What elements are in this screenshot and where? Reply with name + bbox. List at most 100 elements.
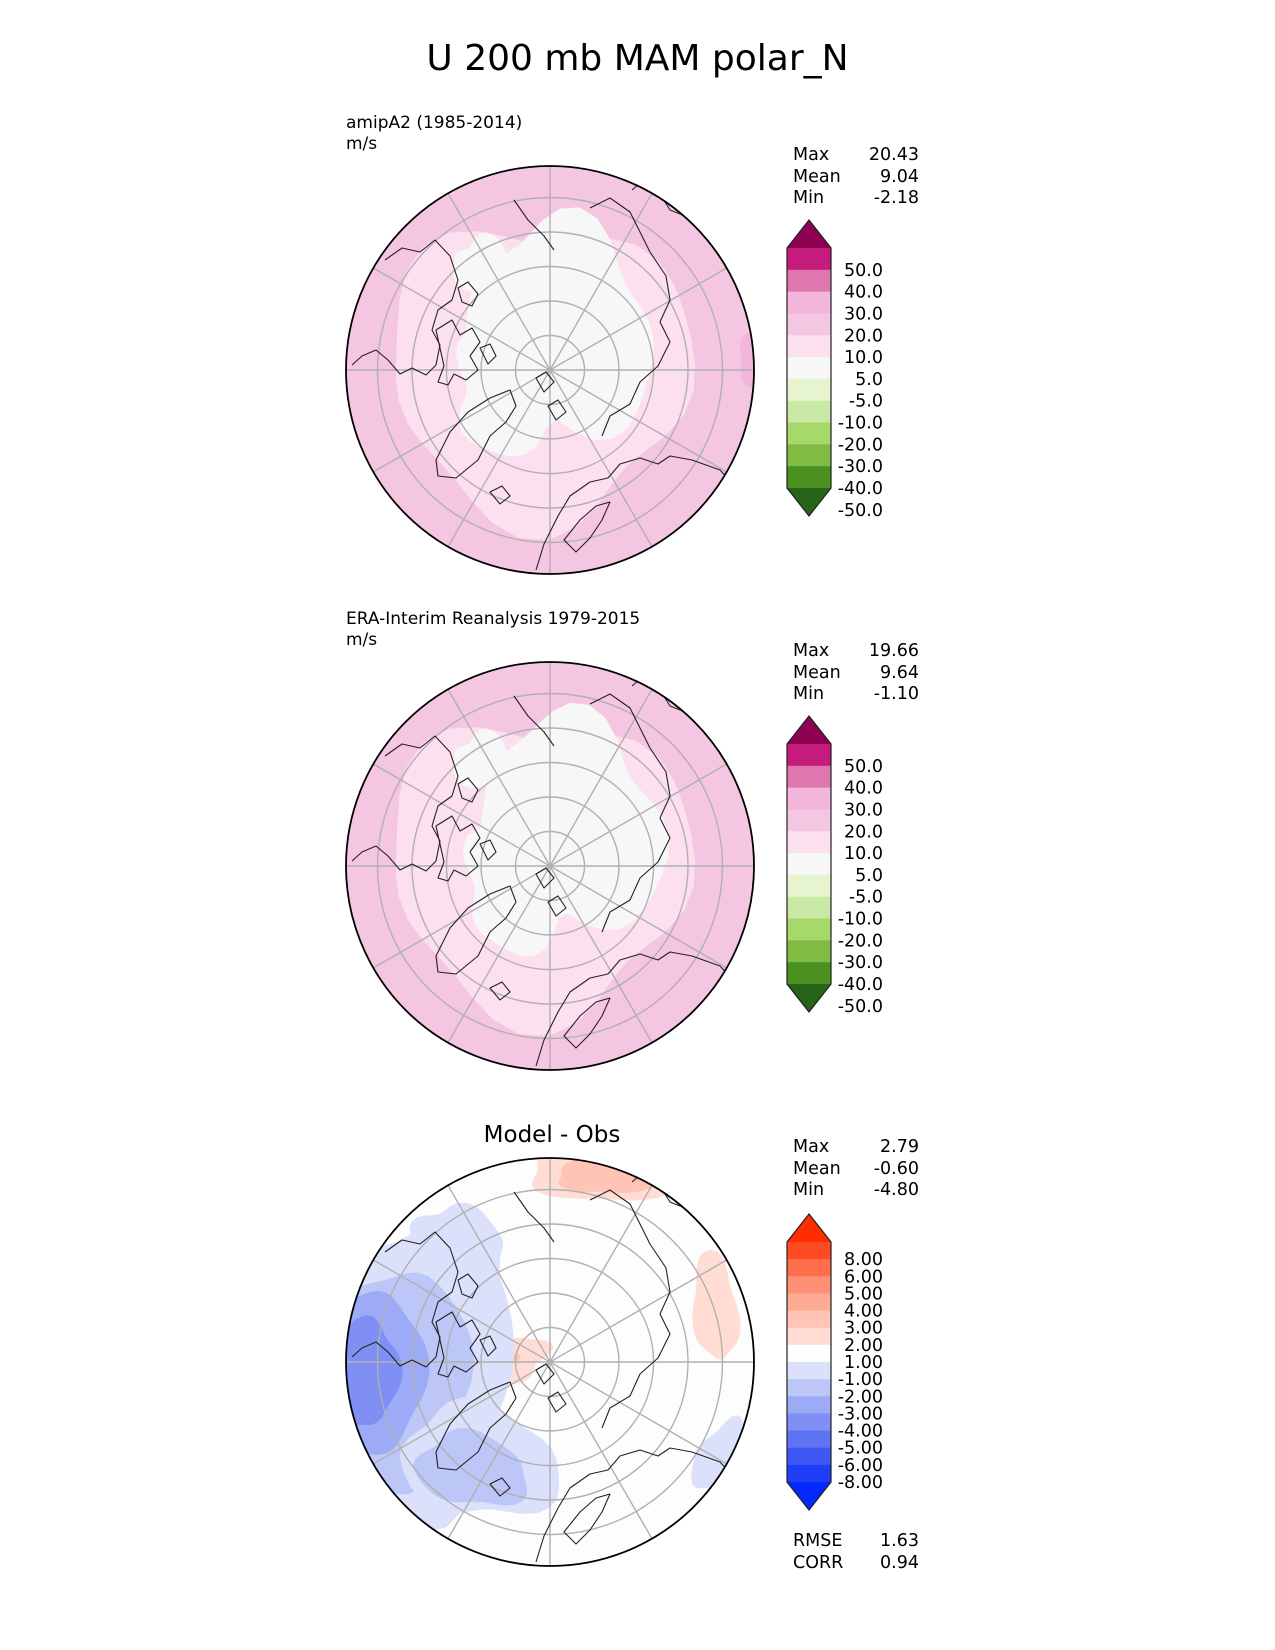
panel3-stat-rmse: RMSE 1.63 — [793, 1531, 919, 1551]
panel1-colorbar-tick-label: -40.0 — [838, 479, 883, 499]
field-contour — [409, 1202, 503, 1283]
panel2-colorbar-tick-label: 30.0 — [844, 800, 883, 820]
panel2-stat-min: Min -1.10 — [793, 684, 919, 704]
coastline-siberia — [589, 197, 671, 437]
coastline-svalbard — [535, 867, 555, 889]
panel2-colorbar-tick-label: 5.0 — [855, 866, 883, 886]
panel2-colorbar-swatch — [787, 744, 831, 767]
field-contour — [462, 827, 599, 957]
panel3-colorbar-swatch — [787, 1379, 831, 1397]
panel1-colorbar-swatch — [787, 400, 831, 424]
panel3-colorbar-swatch — [787, 1362, 831, 1380]
panel1-stat-max: Max 20.43 — [793, 145, 919, 165]
panel1-title: amipA2 (1985-2014) m/s — [346, 113, 522, 155]
panel1-stats: Max 20.43 Mean 9.04 Min -2.18 — [793, 145, 919, 210]
panel3-colorbar-extend-top — [787, 1214, 831, 1242]
panel3-polar-map — [345, 1157, 755, 1567]
panel3-colorbar-tick-label: 4.00 — [844, 1302, 883, 1322]
panel3-colorbar-tick-label: 1.00 — [844, 1353, 883, 1373]
coastline-greenland — [435, 389, 517, 479]
panel3-stat-max: Max 2.79 — [793, 1137, 919, 1157]
panel1-colorbar-tick-label: 5.0 — [855, 370, 883, 390]
panel3-stat-corr: CORR 0.94 — [793, 1552, 919, 1573]
coastline-svalbard — [535, 1363, 555, 1385]
panel3-colorbar-tick-label: -8.00 — [838, 1473, 883, 1493]
panel3-stat-min: Min -4.80 — [793, 1180, 919, 1200]
panel2-title: ERA-Interim Reanalysis 1979-2015 m/s — [346, 609, 640, 651]
field-contour — [346, 1315, 403, 1425]
panel3-colorbar-tick-label: -6.00 — [838, 1456, 883, 1476]
coastline-greenland — [435, 1381, 517, 1471]
coastline-franz-josef — [547, 895, 567, 917]
panel1-colorbar-extend-bottom — [787, 488, 831, 516]
panel3-colorbar-tick-label: -5.00 — [838, 1439, 883, 1459]
panel1-colorbar-tick-label: -5.0 — [849, 392, 883, 412]
panel3-colorbar-tick-label: 6.00 — [844, 1267, 883, 1287]
panel3-colorbar-swatch — [787, 1396, 831, 1414]
coastline-island — [479, 343, 497, 365]
panel1-colorbar-swatch — [787, 357, 831, 380]
panel3-colorbar-swatch — [787, 1327, 831, 1346]
coastline-franz-josef — [547, 1391, 567, 1413]
panel3-colorbar-swatch — [787, 1310, 831, 1329]
panel3-colorbar-tick-label: -2.00 — [838, 1387, 883, 1407]
coastline-alaska — [513, 1191, 555, 1243]
coastline-north-america — [351, 1231, 459, 1368]
coastline-svalbard — [535, 371, 555, 393]
panel2-colorbar-swatch — [787, 787, 831, 810]
meridian-line — [372, 267, 728, 473]
panel3-map-field — [346, 1158, 754, 1566]
panel1-stat-min: Min -2.18 — [793, 188, 919, 208]
panel1-map-boundary — [345, 165, 755, 575]
panel3-colorbar-swatch — [787, 1447, 831, 1466]
coastline-iceland — [489, 981, 511, 1001]
panel1-colorbar-tick-label: 30.0 — [844, 304, 883, 324]
panel1-colorbar-tick-label: -10.0 — [838, 414, 883, 434]
panel3-colorbar-outline — [786, 1213, 832, 1511]
panel1-colorbar-swatch — [787, 378, 831, 402]
coastline-greenland — [435, 885, 517, 975]
panel2-colorbar-swatch — [787, 940, 831, 963]
panel1-colorbar-outline — [786, 219, 832, 517]
panel2-colorbar-tick-label: -20.0 — [838, 931, 883, 951]
panel2-stats: Max 19.66 Mean 9.64 Min -1.10 — [793, 641, 919, 706]
panel2-colorbar-tick-label: 10.0 — [844, 844, 883, 864]
panel3-stats: Max 2.79 Mean -0.60 Min -4.80 — [793, 1137, 919, 1202]
panel2-map-boundary — [345, 661, 755, 1071]
panel1-colorbar-tick-label: 10.0 — [844, 348, 883, 368]
coastline-island — [479, 839, 497, 861]
panel2-colorbar-extend-bottom — [787, 984, 831, 1012]
panel1-colorbar-tick-label: -20.0 — [838, 435, 883, 455]
panel2-colorbar-extend-top — [787, 716, 831, 744]
panel3-colorbar-swatch — [787, 1276, 831, 1294]
panel3-title: Model - Obs — [483, 1122, 621, 1148]
panel1-colorbar-swatch — [787, 313, 831, 336]
panel2-colorbar-tick-label: -50.0 — [838, 997, 883, 1017]
coastline-island — [457, 777, 479, 803]
panel2-colorbar-swatch — [787, 896, 831, 920]
panel1-colorbar-swatch — [787, 335, 831, 358]
panel3-extra-stats: RMSE 1.63 CORR 0.94 — [793, 1531, 919, 1574]
panel1-colorbar-tick-label: -50.0 — [838, 501, 883, 521]
panel2-title-line1: ERA-Interim Reanalysis 1979-2015 — [346, 609, 641, 629]
panel3-colorbar-tick-label: 8.00 — [844, 1250, 883, 1270]
panel3-colorbar-swatch — [787, 1430, 831, 1449]
panel3-colorbar-tick-label: -1.00 — [838, 1370, 883, 1390]
panel1-units: m/s — [346, 134, 378, 154]
panel2-colorbar-swatch — [787, 831, 831, 854]
figure-title: U 200 mb MAM polar_N — [426, 38, 849, 79]
coastline-europe — [535, 951, 736, 1067]
panel2-colorbar-swatch — [787, 962, 831, 985]
panel3-colorbar-swatch — [787, 1259, 831, 1277]
panel2-units: m/s — [346, 630, 378, 650]
panel3-colorbar-swatch — [787, 1293, 831, 1312]
panel1-map-field — [346, 166, 754, 574]
panel3-colorbar-tick-label: -4.00 — [838, 1422, 883, 1442]
panel3-colorbar-swatch — [787, 1242, 831, 1260]
coastline-archipelago — [435, 319, 481, 386]
coastline-franz-josef — [547, 399, 567, 421]
panel2-colorbar-tick-label: -40.0 — [838, 975, 883, 995]
panel1-colorbar-swatch — [787, 291, 831, 314]
panel2-colorbar-tick-label: 50.0 — [844, 757, 883, 777]
panel2-stat-max: Max 19.66 — [793, 641, 919, 661]
